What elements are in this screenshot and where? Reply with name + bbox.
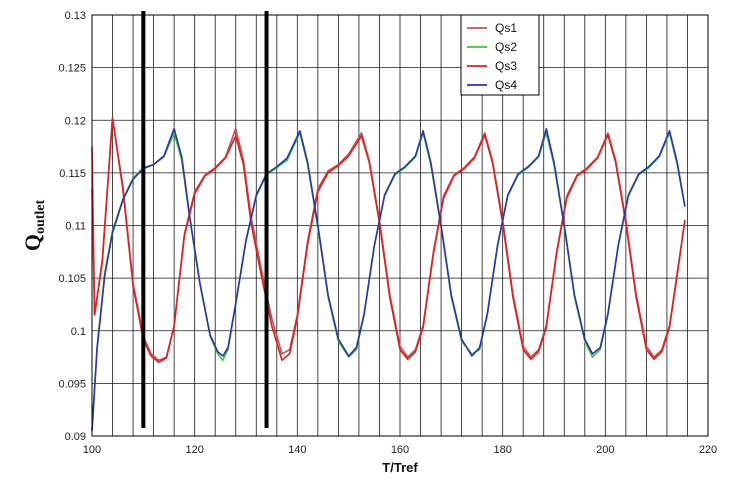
vertical-markers — [141, 11, 269, 428]
legend: Qs1 Qs2 Qs3 Qs4 — [460, 14, 540, 96]
y-tick-label: 0.09 — [65, 431, 86, 443]
y-tick-label: 0.105 — [58, 273, 86, 285]
x-tick-label: 200 — [596, 444, 614, 456]
legend-label: Qs1 — [495, 21, 517, 35]
y-tick-label: 0.12 — [65, 115, 86, 127]
series-line-qs4 — [91, 127, 686, 431]
y-tick-label: 0.13 — [65, 10, 86, 22]
x-tick-label: 140 — [288, 444, 306, 456]
legend-label: Qs2 — [495, 40, 517, 54]
plot-frame — [91, 14, 709, 437]
y-tick-label: 0.095 — [58, 378, 86, 390]
legend-label: Qs3 — [495, 59, 517, 73]
y-tick-label: 0.11 — [65, 221, 86, 233]
grid — [91, 14, 709, 437]
y-axis-label-main: Q — [20, 234, 45, 251]
x-tick-label: 120 — [185, 444, 203, 456]
x-tick-label: 180 — [493, 444, 511, 456]
x-axis-label: T/Tref — [382, 460, 418, 475]
x-tick-label: 160 — [391, 444, 409, 456]
series-layer — [91, 117, 686, 431]
y-tick-label: 0.1 — [71, 326, 86, 338]
x-tick-label: 100 — [83, 444, 101, 456]
y-axis-label-sub: outlet — [33, 199, 48, 234]
y-tick-label: 0.125 — [58, 63, 86, 75]
series-line-qs3 — [91, 117, 686, 364]
x-tick-labels: 100 120 140 160 180 200 220 — [83, 444, 717, 456]
y-tick-labels: 0.09 0.095 0.1 0.105 0.11 0.115 0.12 0.125 0.13 — [58, 10, 86, 443]
y-tick-label: 0.115 — [59, 168, 86, 180]
x-tick-label: 220 — [699, 444, 717, 456]
y-axis-label: Qoutlet — [20, 199, 48, 251]
legend-label: Qs4 — [495, 78, 517, 92]
